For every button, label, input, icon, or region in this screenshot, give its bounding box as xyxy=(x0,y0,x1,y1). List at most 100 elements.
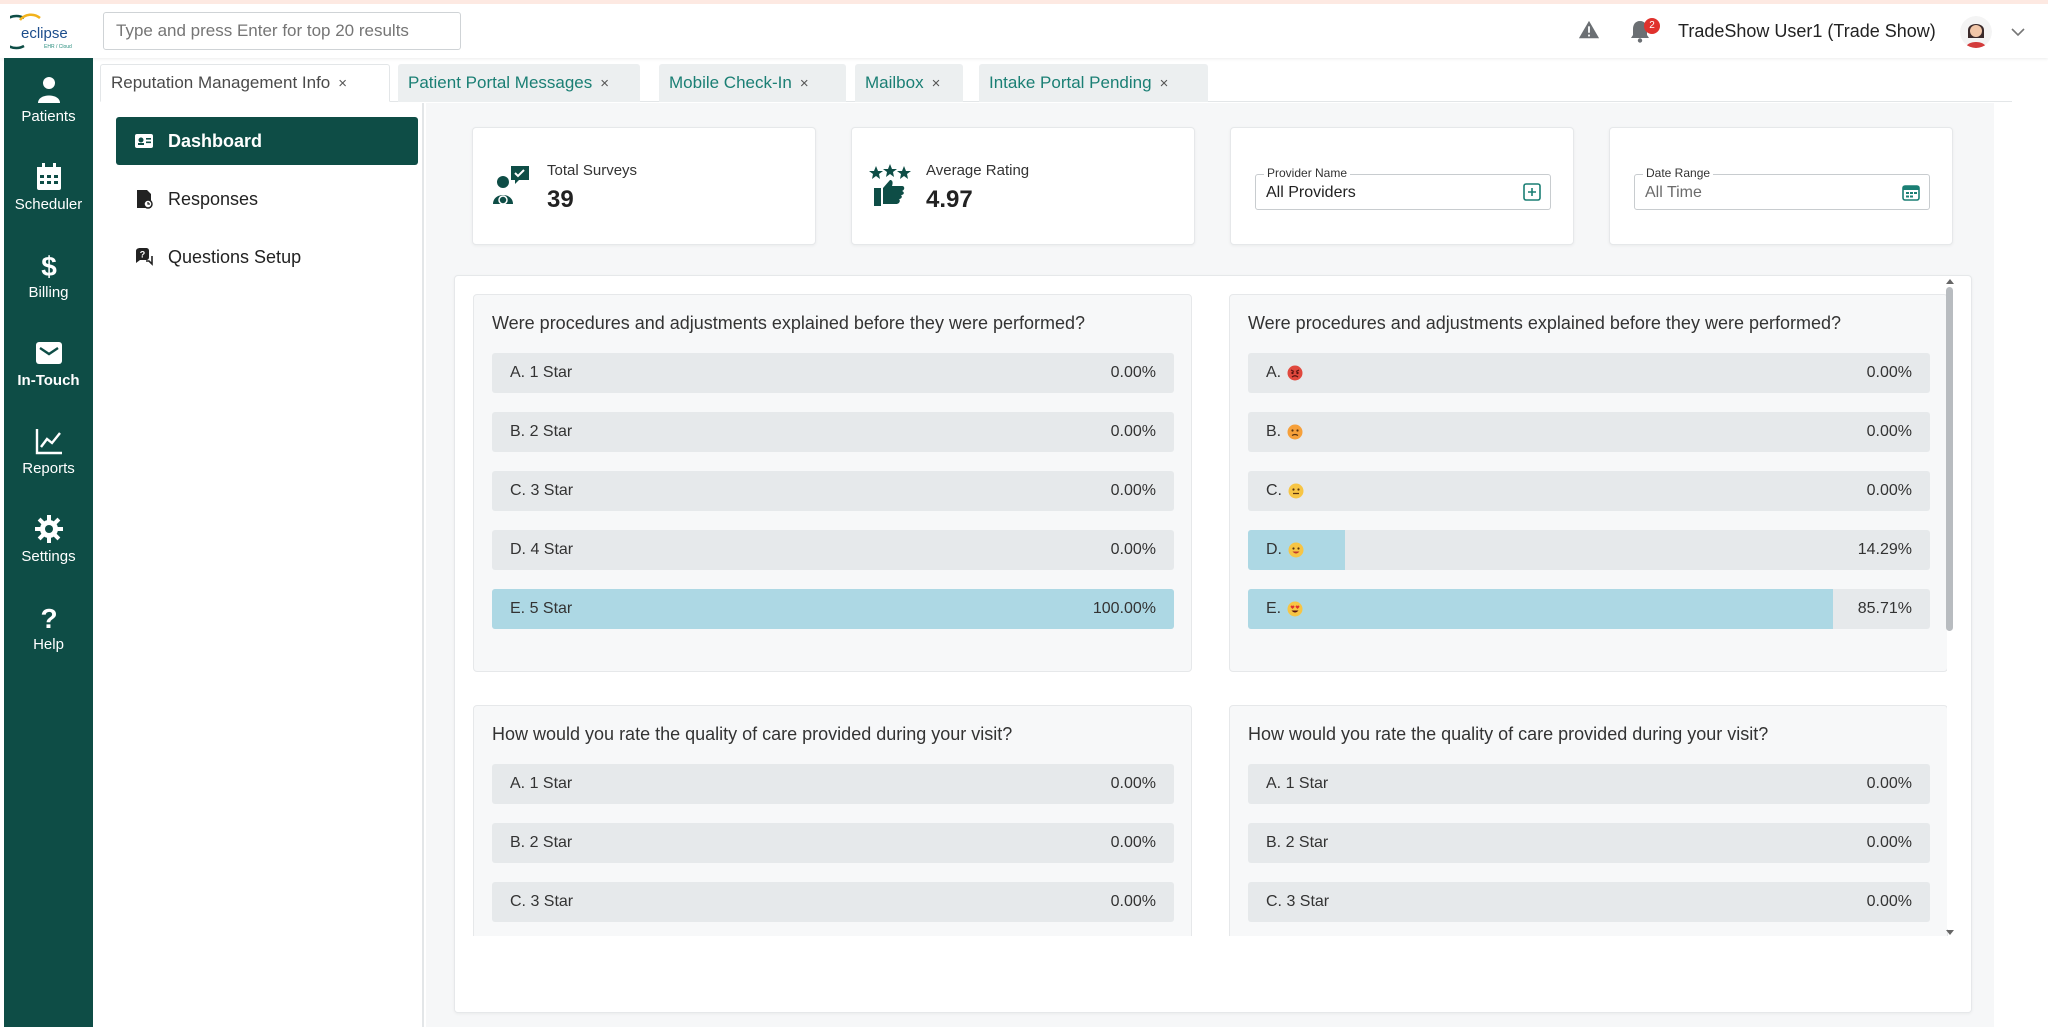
answer-percent: 0.00% xyxy=(1866,482,1912,499)
answer-option: A. 1 Star 0.00% xyxy=(1248,764,1930,804)
dashboard-main: Total Surveys 39 Average Rating 4.97 Pro… xyxy=(426,103,1994,1027)
user-name[interactable]: TradeShow User1 (Trade Show) xyxy=(1678,21,1936,41)
angry-face-icon xyxy=(1287,365,1303,381)
scroll-down-arrow-icon[interactable] xyxy=(1945,929,1955,937)
answer-option: A. 1 Star 0.00% xyxy=(492,764,1174,804)
global-search-input[interactable] xyxy=(103,12,461,50)
nav-billing[interactable]: $ Billing xyxy=(4,240,93,318)
answer-percent: 0.00% xyxy=(1110,541,1156,558)
document-clock-icon xyxy=(137,190,153,209)
answer-label: B. 2 Star xyxy=(510,423,573,440)
chevron-down-icon[interactable] xyxy=(2010,26,2026,38)
scroll-up-arrow-icon[interactable] xyxy=(1945,277,1955,285)
tab-patient-portal-messages[interactable]: Patient Portal Messages × xyxy=(398,64,640,102)
submenu-responses[interactable]: Responses xyxy=(116,175,418,223)
answer-percent: 0.00% xyxy=(1110,482,1156,499)
id-card-icon xyxy=(135,134,153,148)
left-nav: Patients Scheduler $ Billing In-Touch Re… xyxy=(4,58,93,1027)
total-surveys-card: Total Surveys 39 xyxy=(472,127,816,245)
nav-settings[interactable]: Settings xyxy=(4,504,93,582)
answer-label: E. 5 Star xyxy=(510,600,573,617)
tab-mailbox[interactable]: Mailbox × xyxy=(855,64,963,102)
chart-line-icon xyxy=(35,429,62,455)
svg-text:$: $ xyxy=(41,251,57,280)
nav-label: Settings xyxy=(21,548,76,565)
eclipse-logo[interactable]: eclipse EHR / Cloud xyxy=(10,12,86,52)
notification-badge: 2 xyxy=(1644,18,1660,34)
answer-label: E. xyxy=(1266,600,1303,618)
svg-text:?: ? xyxy=(140,250,146,260)
provider-name-field[interactable]: Provider Name All Providers xyxy=(1255,166,1551,210)
answer-option: C. 0.00% xyxy=(1248,471,1930,511)
answer-letter: D. xyxy=(1266,541,1282,558)
tab-label: Reputation Management Info xyxy=(111,73,331,92)
answer-option: B. 2 Star 0.00% xyxy=(1248,823,1930,863)
reputation-submenu: Dashboard Responses ? Questions Setup xyxy=(100,103,424,1027)
panel-scrollbar[interactable] xyxy=(1944,277,1954,937)
answer-letter: E. xyxy=(1266,600,1282,617)
answer-percent: 0.00% xyxy=(1866,423,1912,440)
answer-label: D. 4 Star xyxy=(510,541,574,558)
scroll-thumb[interactable] xyxy=(1946,287,1953,631)
tab-bar: Reputation Management Info × Patient Port… xyxy=(100,64,2012,102)
calendar-icon xyxy=(36,163,61,190)
nav-label: Patients xyxy=(21,108,76,125)
nav-help[interactable]: ? Help xyxy=(4,592,93,670)
submenu-dashboard[interactable]: Dashboard xyxy=(116,117,418,165)
nav-reports[interactable]: Reports xyxy=(4,416,93,494)
answer-option: B. 0.00% xyxy=(1248,412,1930,452)
submenu-label: Responses xyxy=(168,188,259,209)
nav-label: Reports xyxy=(22,460,75,477)
answer-percent: 0.00% xyxy=(1866,364,1912,381)
tab-reputation-management-info[interactable]: Reputation Management Info × xyxy=(100,64,390,102)
answer-option: B. 2 Star 0.00% xyxy=(492,412,1174,452)
answer-label: B. 2 Star xyxy=(510,834,573,851)
answer-label: A. 1 Star xyxy=(510,775,573,792)
answer-option: B. 2 Star 0.00% xyxy=(492,823,1174,863)
answer-label: A. xyxy=(1266,364,1303,382)
survey-chat-icon xyxy=(493,166,529,205)
tab-mobile-check-in[interactable]: Mobile Check-In × xyxy=(659,64,846,102)
close-icon[interactable]: × xyxy=(338,74,348,92)
provider-name-label: Provider Name xyxy=(1264,166,1351,180)
sad-face-icon xyxy=(1287,424,1303,440)
question-bubble-icon: ? xyxy=(136,248,153,266)
answer-percent: 100.00% xyxy=(1092,600,1156,617)
calendar-icon[interactable] xyxy=(1901,182,1921,202)
answer-label: C. 3 Star xyxy=(510,482,574,499)
answer-bar-fill xyxy=(492,589,1174,629)
panel-footer xyxy=(455,936,1971,1012)
tab-label: Patient Portal Messages xyxy=(408,73,593,92)
warning-icon[interactable] xyxy=(1578,19,1600,41)
date-range-card: Date Range All Time xyxy=(1609,127,1953,245)
close-icon[interactable]: × xyxy=(799,74,809,92)
heart-eyes-face-icon xyxy=(1287,601,1303,617)
answer-percent: 14.29% xyxy=(1857,541,1912,558)
answer-percent: 0.00% xyxy=(1866,834,1912,851)
tab-intake-portal-pending[interactable]: Intake Portal Pending × xyxy=(979,64,1208,102)
nav-patients[interactable]: Patients xyxy=(4,64,93,142)
answer-percent: 0.00% xyxy=(1866,893,1912,910)
date-range-field[interactable]: Date Range All Time xyxy=(1634,166,1930,210)
answer-letter: C. xyxy=(1266,482,1282,499)
tab-label: Mailbox xyxy=(865,73,924,92)
answer-percent: 85.71% xyxy=(1857,600,1912,617)
avatar[interactable] xyxy=(1960,16,1992,48)
answer-option: C. 3 Star 0.00% xyxy=(492,471,1174,511)
question-icon: ? xyxy=(40,603,57,632)
close-icon[interactable]: × xyxy=(1159,74,1169,92)
answer-letter: A. xyxy=(1266,364,1282,381)
plus-square-icon[interactable] xyxy=(1522,182,1542,202)
question-results-panel[interactable]: Were procedures and adjustments explaine… xyxy=(454,275,1972,1013)
nav-in-touch[interactable]: In-Touch xyxy=(4,328,93,406)
answer-label: B. 2 Star xyxy=(1266,834,1329,851)
answer-percent: 0.00% xyxy=(1866,775,1912,792)
close-icon[interactable]: × xyxy=(600,74,610,92)
nav-scheduler[interactable]: Scheduler xyxy=(4,152,93,230)
submenu-questions-setup[interactable]: ? Questions Setup xyxy=(116,233,418,281)
answer-option: D. 4 Star 0.00% xyxy=(492,530,1174,570)
answer-option: A. 1 Star 0.00% xyxy=(492,353,1174,393)
close-icon[interactable]: × xyxy=(931,74,941,92)
happy-face-icon xyxy=(1288,542,1304,558)
